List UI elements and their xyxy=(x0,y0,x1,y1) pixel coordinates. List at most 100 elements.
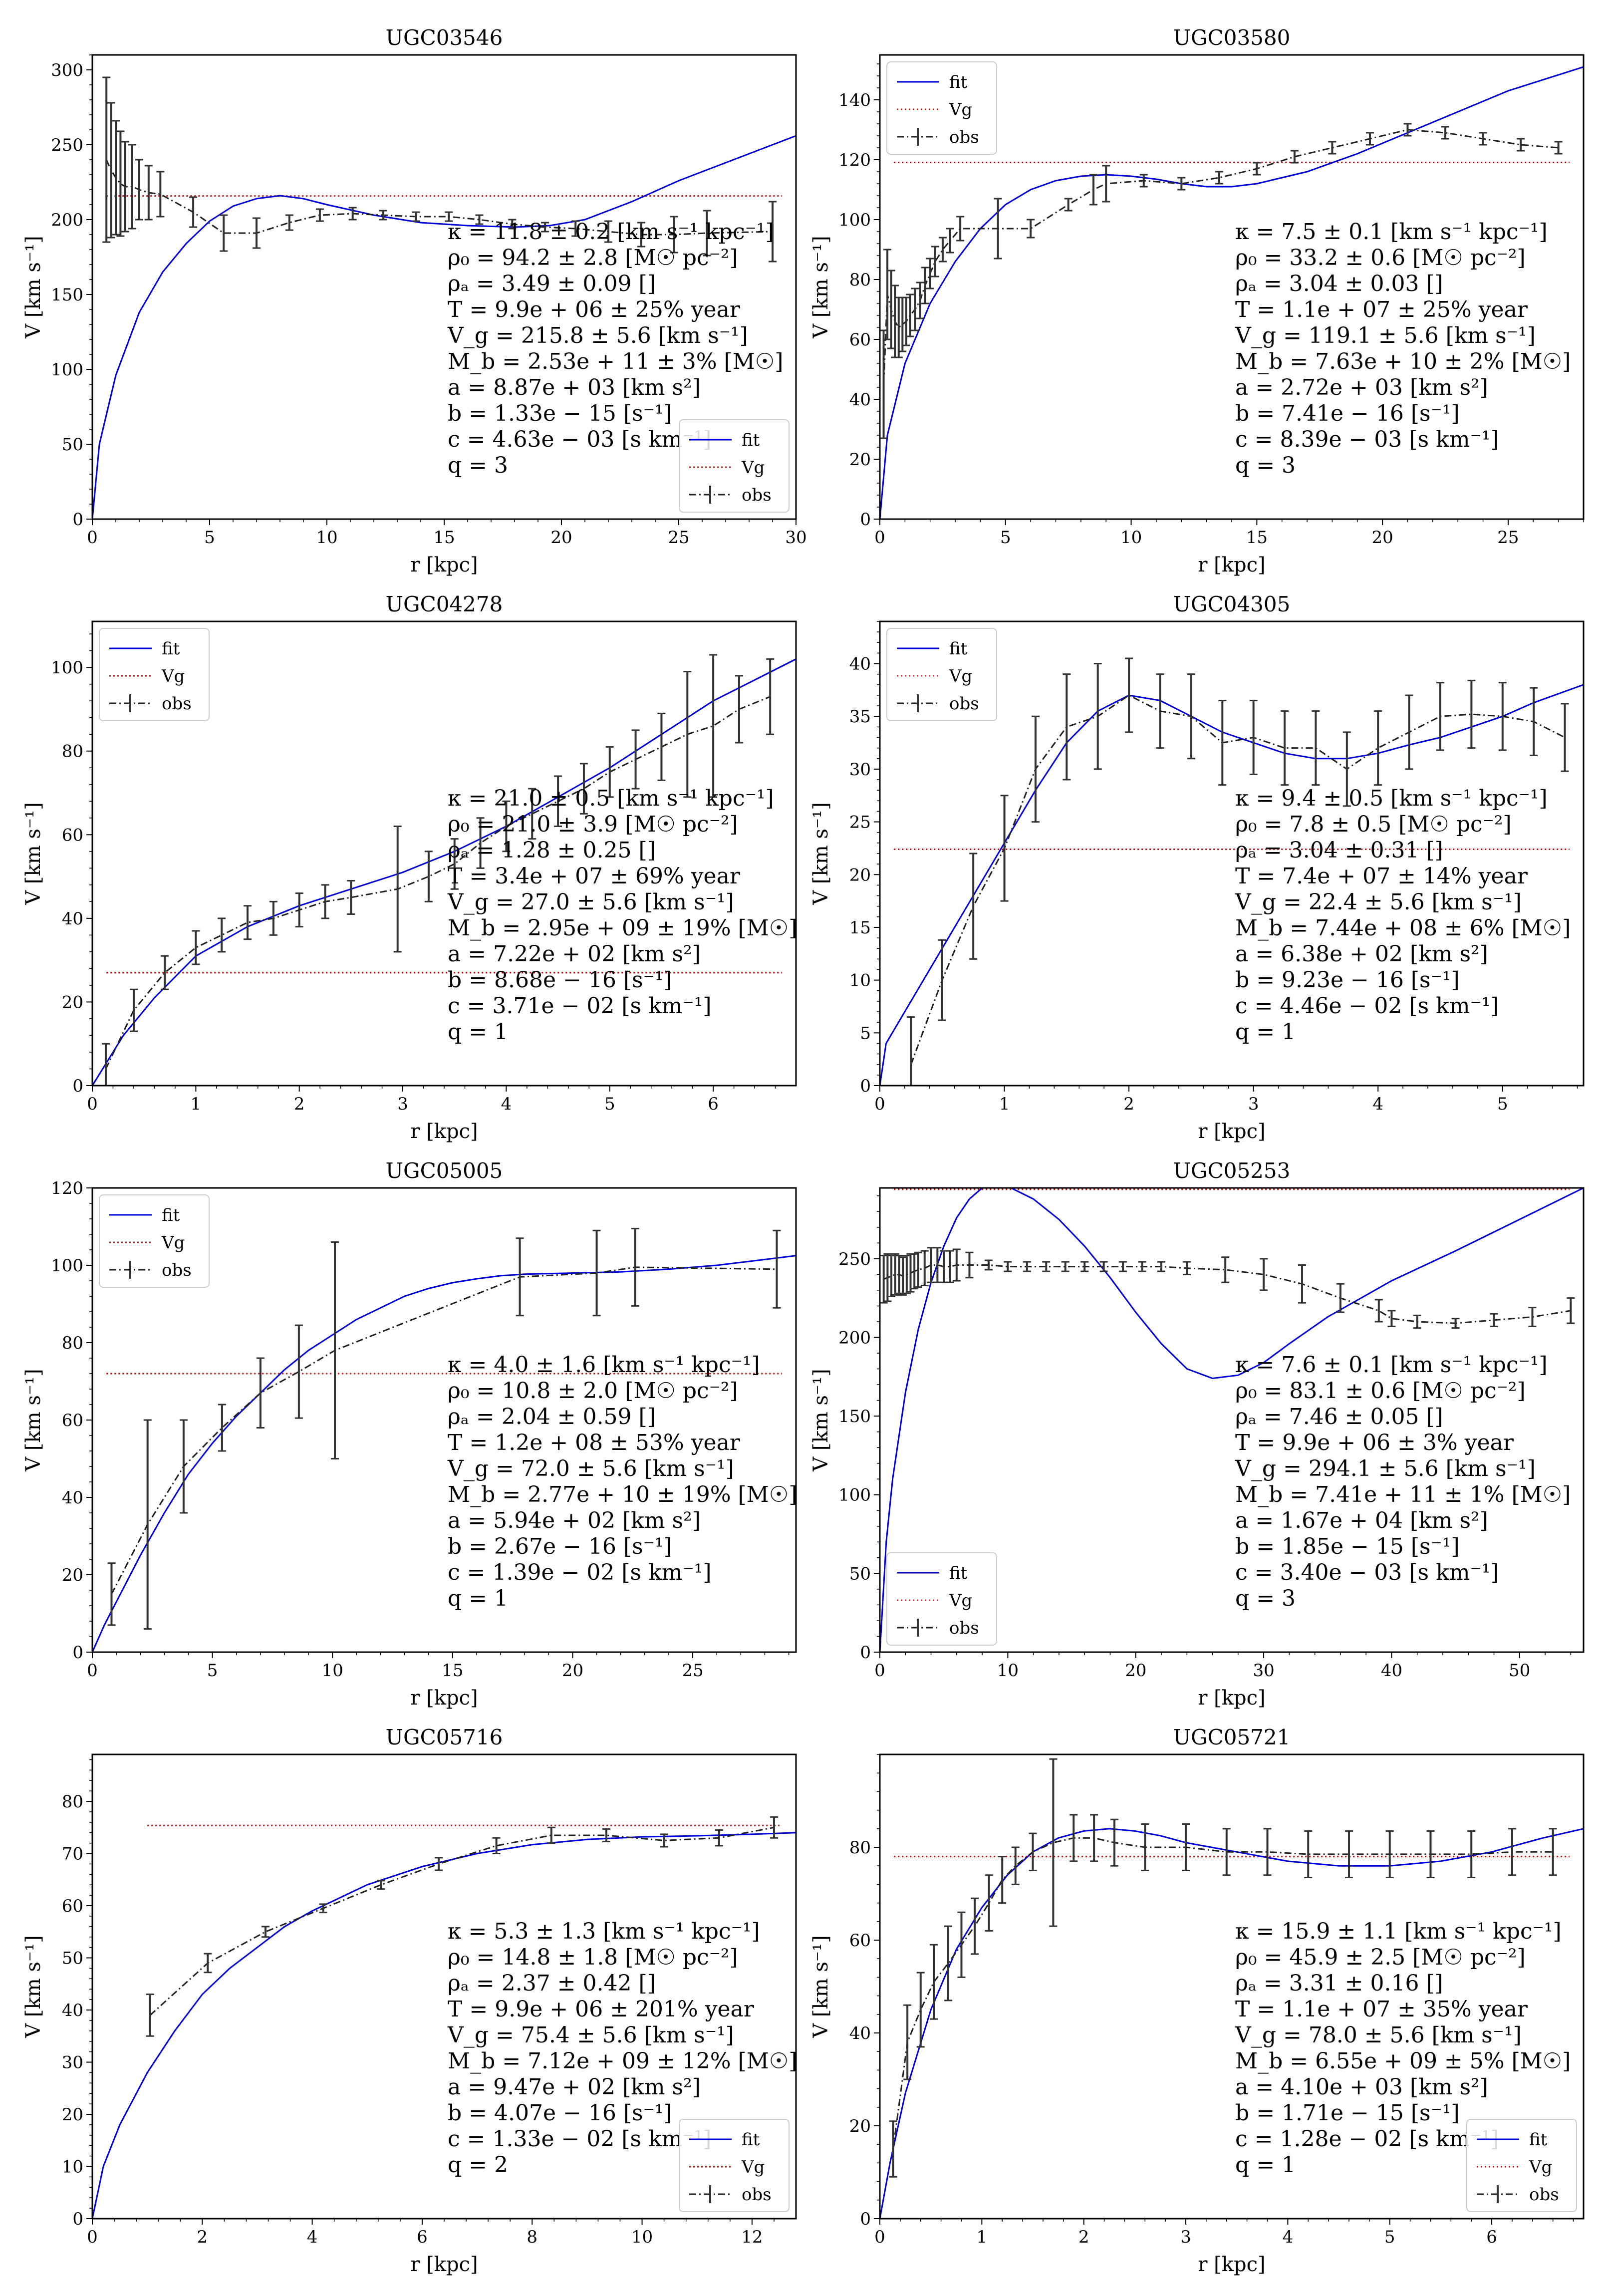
obs-error-bar xyxy=(1345,1830,1353,1878)
axes-frame xyxy=(91,54,797,520)
obs-error-bar xyxy=(1561,703,1569,772)
y-tick-label: 150 xyxy=(838,1407,871,1427)
param-annotation: V_g = 22.4 ± 5.6 [km s⁻¹] xyxy=(1235,889,1522,915)
param-annotation: c = 4.63e − 03 [s km⁻¹] xyxy=(448,427,711,452)
param-annotation: M_b = 7.44e + 08 ± 6% [M☉] xyxy=(1235,915,1571,941)
obs-error-bar xyxy=(1328,141,1336,155)
param-annotation: ρ₀ = 45.9 ± 2.5 [M☉ pc⁻²] xyxy=(1235,1945,1526,1970)
param-annotation: V_g = 215.8 ± 5.6 [km s⁻¹] xyxy=(447,323,748,348)
x-tick-label: 20 xyxy=(550,528,572,548)
plot-area xyxy=(92,1816,796,2219)
param-annotation: κ = 11.8 ± 0.2 [km s⁻¹ kpc⁻¹] xyxy=(448,219,774,245)
obs-error-bar xyxy=(1554,141,1563,155)
obs-error-bar xyxy=(1222,1828,1231,1876)
legend-label: obs xyxy=(1529,2185,1559,2205)
param-annotation: ρ₀ = 21.0 ± 3.9 [M☉ pc⁻²] xyxy=(448,812,738,837)
obs-error-bar xyxy=(129,988,138,1032)
obs-error-bar xyxy=(902,1255,911,1294)
legend-label: Vg xyxy=(161,1233,185,1253)
obs-error-bar xyxy=(445,211,453,222)
y-tick-label: 50 xyxy=(62,1949,83,1969)
obs-error-bar xyxy=(1061,1261,1069,1272)
legend-label: Vg xyxy=(949,1591,972,1611)
x-axis-label: r [kpc] xyxy=(410,1120,478,1143)
obs-error-bar xyxy=(1312,710,1320,786)
obs-error-bar xyxy=(883,249,892,340)
obs-error-bar xyxy=(1011,1846,1020,1885)
param-annotation: q = 3 xyxy=(448,453,508,478)
legend-label: Vg xyxy=(161,666,185,686)
legend-label: fit xyxy=(949,1563,968,1583)
obs-error-bar xyxy=(1413,1314,1421,1329)
obs-error-bar xyxy=(331,1241,339,1459)
axes-frame xyxy=(879,54,1585,520)
legend-label: fit xyxy=(742,430,760,450)
param-annotation: T = 7.4e + 07 ± 14% year xyxy=(1235,863,1528,889)
x-tick-label: 0 xyxy=(874,1094,885,1114)
obs-error-bar xyxy=(1336,1283,1344,1313)
param-annotation: q = 3 xyxy=(1235,453,1296,478)
obs-error-bar xyxy=(1221,1256,1230,1283)
param-annotation: ρ₀ = 14.8 ± 1.8 [M☉ pc⁻²] xyxy=(448,1945,738,1970)
legend-box xyxy=(679,419,790,513)
obs-error-bar xyxy=(911,287,919,331)
obs-error-bar xyxy=(1138,1261,1146,1272)
obs-error-bar xyxy=(189,196,198,228)
obs-error-bar xyxy=(1029,1832,1037,1871)
obs-error-bar xyxy=(670,216,678,254)
legend-label: obs xyxy=(162,1260,192,1280)
y-tick-label: 200 xyxy=(838,1328,871,1348)
obs-error-bar xyxy=(434,1857,443,1871)
param-annotation: a = 7.22e + 02 [km s²] xyxy=(448,941,701,967)
obs-error-bar xyxy=(907,1016,915,1086)
obs-error-bar xyxy=(946,228,954,254)
legend: fit Vg obs xyxy=(679,2119,790,2212)
param-annotation: a = 1.67e + 04 [km s²] xyxy=(1235,1508,1488,1533)
obs-error-bar xyxy=(956,216,965,242)
panel-ugc03580: UGC03580 0 5 10 15 20 25 0 20 40 60 80 100 120 140 r [k… xyxy=(809,25,1585,576)
obs-error-bar xyxy=(1304,1830,1313,1878)
param-annotation: T = 9.9e + 06 ± 3% year xyxy=(1235,1430,1514,1455)
obs-error-bar xyxy=(604,220,612,243)
axes-frame xyxy=(879,1187,1585,1653)
param-annotation: b = 1.71e − 15 [s⁻¹] xyxy=(1235,2100,1460,2126)
legend-label: Vg xyxy=(949,666,972,686)
x-tick-label: 4 xyxy=(1283,2227,1294,2247)
y-axis-label: V [km s⁻¹] xyxy=(22,1369,45,1471)
obs-error-bar xyxy=(957,1911,966,1978)
obs-error-bar xyxy=(887,1255,896,1298)
obs-error-bar xyxy=(769,201,777,263)
obs-error-bar xyxy=(1080,1261,1089,1272)
obs-error-bar xyxy=(984,1259,993,1271)
x-tick-label: 2 xyxy=(197,2227,208,2247)
y-tick-label: 0 xyxy=(72,1076,83,1096)
param-annotation: T = 1.1e + 07 ± 25% year xyxy=(1235,297,1528,322)
x-tick-label: 8 xyxy=(527,2227,537,2247)
y-tick-label: 80 xyxy=(62,742,83,762)
obs-error-bar xyxy=(965,1251,974,1279)
x-tick-label: 15 xyxy=(1246,528,1268,548)
y-tick-label: 40 xyxy=(849,2023,871,2043)
param-annotation: κ = 4.0 ± 1.6 [km s⁻¹ kpc⁻¹] xyxy=(448,1352,760,1378)
x-tick-label: 5 xyxy=(604,1094,615,1114)
y-tick-label: 60 xyxy=(62,825,83,845)
obs-error-bar xyxy=(554,775,562,828)
obs-error-bar xyxy=(269,900,277,936)
obs-error-bar xyxy=(261,1926,269,1938)
y-tick-label: 100 xyxy=(51,1256,83,1276)
axes-frame xyxy=(91,1753,797,2220)
obs-line xyxy=(883,1264,1571,1324)
obs-error-bar xyxy=(985,1874,993,1932)
param-annotation: ρ₀ = 33.2 ± 0.6 [M☉ pc⁻²] xyxy=(1235,245,1526,271)
obs-error-bar xyxy=(889,2120,897,2178)
obs-error-bar xyxy=(1374,1299,1383,1323)
y-tick-label: 15 xyxy=(849,918,871,938)
obs-error-bar xyxy=(914,1251,922,1288)
y-tick-label: 60 xyxy=(62,1896,83,1916)
y-tick-label: 30 xyxy=(849,760,871,780)
param-annotation: q = 1 xyxy=(448,1586,508,1611)
x-tick-label: 25 xyxy=(1497,528,1519,548)
obs-error-bar xyxy=(1093,663,1102,770)
obs-error-bar xyxy=(508,219,517,230)
obs-error-bar xyxy=(179,1419,188,1514)
